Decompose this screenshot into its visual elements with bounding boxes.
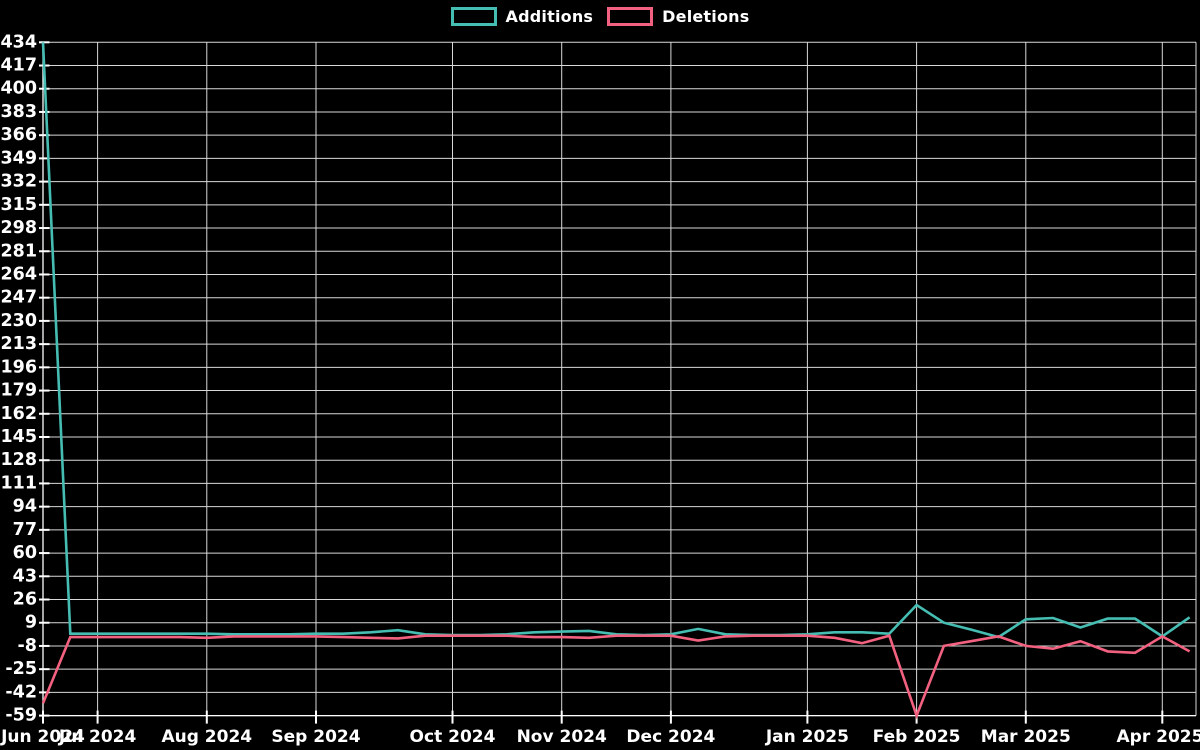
y-tick-label: 247: [0, 288, 37, 308]
y-tick-label: 179: [0, 381, 37, 401]
y-tick-label: 43: [13, 566, 37, 586]
x-tick-label: Jul 2024: [58, 727, 137, 747]
y-tick-label: -59: [5, 706, 37, 726]
x-tick-label: Nov 2024: [517, 727, 607, 747]
x-tick-label: Jan 2025: [765, 727, 849, 747]
y-tick-label: 400: [0, 79, 37, 99]
y-tick-label: 196: [0, 357, 37, 377]
y-tick-label: 315: [0, 195, 37, 215]
y-tick-label: 162: [0, 404, 37, 424]
y-tick-label: 94: [13, 497, 37, 517]
y-tick-label: 26: [13, 590, 37, 610]
y-tick-label: 332: [0, 172, 37, 192]
y-tick-label: 128: [0, 450, 37, 470]
y-tick-label: 264: [0, 264, 37, 284]
x-tick-label: Aug 2024: [161, 727, 252, 747]
y-tick-label: 9: [25, 613, 37, 633]
additions-line: [41, 42, 1191, 639]
y-tick-label: 434: [0, 32, 37, 52]
y-tick-label: 383: [0, 102, 37, 122]
y-tick-label: 417: [0, 56, 37, 76]
y-tick-label: 213: [0, 334, 37, 354]
x-tick-label: Feb 2025: [873, 727, 961, 747]
x-tick-label: Jun 2024: [0, 727, 85, 747]
y-tick-label: 281: [0, 241, 37, 261]
y-tick-label: -25: [5, 659, 37, 679]
x-tick-label: Apr 2025: [1117, 727, 1200, 747]
y-tick-label: 349: [0, 148, 37, 168]
deletions-line: [41, 634, 1191, 720]
x-tick-label: Dec 2024: [626, 727, 715, 747]
y-tick-label: 77: [13, 520, 37, 540]
y-tick-label: 298: [0, 218, 37, 238]
y-tick-label: 366: [0, 125, 37, 145]
x-tick-label: Sep 2024: [271, 727, 360, 747]
x-tick-label: Oct 2024: [410, 727, 496, 747]
y-tick-label: -42: [5, 682, 37, 702]
y-tick-label: 145: [0, 427, 37, 447]
y-tick-label: 111: [0, 473, 37, 493]
x-tick-label: Mar 2025: [981, 727, 1071, 747]
y-tick-label: 230: [0, 311, 37, 331]
y-tick-label: -8: [18, 636, 37, 656]
y-tick-label: 60: [13, 543, 37, 563]
